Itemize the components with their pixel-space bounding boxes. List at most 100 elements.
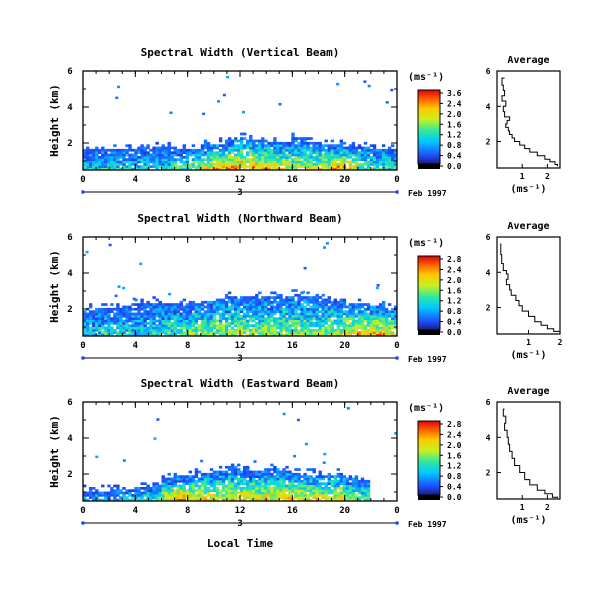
average-profile-line <box>500 243 561 334</box>
heatmap-cell <box>243 331 247 334</box>
heatmap-cell <box>200 153 205 157</box>
heatmap-cell <box>327 489 331 492</box>
heatmap-cell <box>234 160 238 164</box>
heatmap-cell <box>164 151 168 154</box>
heatmap-cell <box>197 305 202 309</box>
heatmap-cell <box>107 494 111 497</box>
heatmap-cell <box>149 324 153 327</box>
heatmap-cell <box>161 324 165 327</box>
heatmap-cell <box>249 305 253 309</box>
heatmap-cell <box>366 305 371 309</box>
heatmap-cell <box>128 156 132 159</box>
heatmap-cell <box>318 333 322 337</box>
heatmap-cell <box>282 326 286 330</box>
heatmap-cell <box>167 305 171 309</box>
heatmap-cell <box>255 482 259 485</box>
heatmap-cell <box>224 317 229 320</box>
heatmap-cell <box>264 317 268 320</box>
heatmap-cell <box>315 491 319 495</box>
heatmap-cell <box>391 333 395 337</box>
heatmap-cell <box>339 160 343 164</box>
heatmap-cell <box>224 158 229 161</box>
heatmap-cell <box>387 322 392 325</box>
heatmap-cell <box>258 484 262 488</box>
heatmap-cell <box>143 326 147 330</box>
y-axis-label: Height (km) <box>48 415 61 488</box>
heatmap-cell <box>137 305 141 309</box>
heatmap-cell <box>221 489 226 492</box>
heatmap-cell <box>173 331 177 334</box>
heatmap-cell <box>203 484 208 488</box>
y-tick-label: 6 <box>67 233 72 243</box>
heatmap-cell <box>221 498 226 502</box>
heatmap-cell <box>224 329 229 332</box>
heatmap-cell <box>354 319 359 323</box>
heatmap-cell <box>294 326 298 330</box>
heatmap-cell <box>146 146 150 150</box>
heatmap-cell <box>354 305 359 309</box>
heatmap-cell <box>384 165 389 168</box>
heatmap-cell <box>191 479 196 483</box>
heatmap-cell <box>240 165 244 168</box>
heatmap-cell <box>185 489 190 492</box>
heatmap-cell <box>303 484 307 488</box>
heatmap-cell <box>252 494 256 497</box>
heatmap-cell <box>161 146 165 150</box>
heatmap-cell <box>182 165 186 168</box>
heatmap-cell <box>258 331 262 334</box>
heatmap-cell <box>188 151 193 154</box>
heatmap-cell <box>315 160 319 164</box>
heatmap-cell <box>221 307 226 311</box>
heatmap-cell <box>324 310 328 313</box>
heatmap-cell <box>264 477 268 481</box>
heatmap-cell <box>288 496 292 499</box>
heatmap-cell <box>384 319 389 323</box>
average-y-tick-label: 6 <box>486 398 491 407</box>
heatmap-cell <box>107 163 111 166</box>
heatmap-cell <box>149 153 153 157</box>
heatmap-cell <box>161 167 165 171</box>
heatmap-cell <box>164 314 168 318</box>
heatmap-cell <box>258 329 262 332</box>
heatmap-cell <box>161 148 165 152</box>
heatmap-cell <box>309 494 313 497</box>
heatmap-cell <box>185 305 190 309</box>
heatmap-cell <box>83 167 87 171</box>
heatmap-cell <box>366 153 371 157</box>
heatmap-cell <box>384 326 389 330</box>
heatmap-cell <box>173 472 177 476</box>
heatmap-cell <box>288 491 292 495</box>
heatmap-cell <box>273 151 277 154</box>
heatmap-cell <box>255 300 259 304</box>
heatmap-cell <box>330 303 334 306</box>
heatmap-cell <box>83 324 87 327</box>
heatmap-cell <box>339 479 343 483</box>
heatmap-cell <box>234 146 238 150</box>
heatmap-cell <box>218 472 223 476</box>
heatmap-cell <box>297 153 301 157</box>
heatmap-cell <box>321 475 325 478</box>
heatmap-cell <box>255 489 259 492</box>
x-tick-label: 8 <box>185 506 190 516</box>
heatmap-cell <box>146 153 150 157</box>
heatmap-cell <box>345 324 350 327</box>
heatmap-cell <box>300 482 304 485</box>
heatmap-cell <box>336 498 340 502</box>
heatmap-cell <box>279 303 283 306</box>
heatmap-cell <box>86 494 90 497</box>
heatmap-cell <box>152 329 156 332</box>
heatmap-cell <box>369 158 374 161</box>
heatmap-cell <box>391 158 395 161</box>
heatmap-cell <box>270 160 274 164</box>
heatmap-cell <box>137 498 141 502</box>
heatmap-cell <box>336 82 340 86</box>
heatmap-cell <box>315 141 319 145</box>
heatmap-cell <box>200 148 205 152</box>
heatmap-cell <box>333 494 337 497</box>
heatmap-cell <box>300 153 304 157</box>
heatmap-cell <box>351 144 356 147</box>
heatmap-cell <box>300 326 304 330</box>
heatmap-cell <box>113 319 117 323</box>
heatmap-cell <box>95 146 99 150</box>
heatmap-cell <box>372 331 377 334</box>
